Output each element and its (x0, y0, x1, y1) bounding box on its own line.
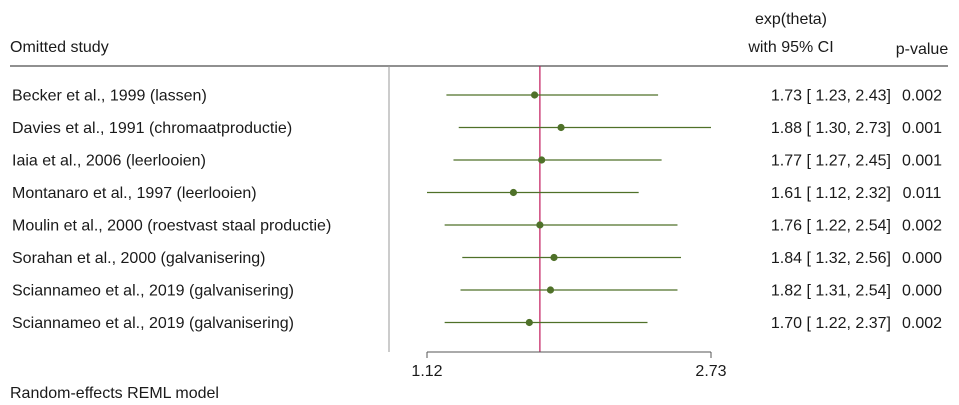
ci-text: 1.82 [ 1.31, 2.54] (771, 283, 891, 300)
header-effect-line1: exp(theta) (755, 11, 827, 28)
ci-text: 1.77 [ 1.27, 2.45] (771, 153, 891, 170)
study-label: Davies et al., 1991 (chromaatproductie) (12, 120, 292, 137)
estimate-point (550, 253, 558, 262)
ci-text: 1.61 [ 1.12, 2.32] (771, 185, 891, 202)
ci-text: 1.88 [ 1.30, 2.73] (771, 120, 891, 137)
ci-text: 1.76 [ 1.22, 2.54] (771, 218, 891, 235)
study-label: Sorahan et al., 2000 (galvanisering) (12, 250, 266, 267)
estimate-point (525, 318, 533, 327)
estimate-point (538, 156, 546, 164)
p-value: 0.001 (902, 120, 942, 137)
study-row: Sciannameo et al., 2019 (galvanisering) 1… (12, 283, 942, 300)
study-label: Montanaro et al., 1997 (leerlooien) (12, 185, 257, 202)
study-row: Montanaro et al., 1997 (leerlooien) 1.61 … (12, 185, 942, 202)
header-p-value: p-value (896, 41, 949, 58)
study-row: Sciannameo et al., 2019 (galvanisering) 1… (12, 315, 942, 332)
p-value: 0.002 (902, 88, 942, 105)
model-footnote: Random-effects REML model (10, 385, 219, 402)
study-row: Moulin et al., 2000 (roestvast staal pro… (12, 218, 942, 235)
study-label: Iaia et al., 2006 (leerlooien) (12, 153, 206, 170)
p-value: 0.000 (902, 283, 942, 300)
p-value: 0.000 (902, 250, 942, 267)
study-row: Davies et al., 1991 (chromaatproductie) 1… (12, 120, 942, 137)
header-effect-line2: with 95% CI (747, 39, 833, 56)
p-value: 0.001 (902, 153, 942, 170)
study-row: Becker et al., 1999 (lassen) 1.73 [ 1.23,… (12, 88, 942, 105)
estimate-point (546, 286, 555, 294)
p-value: 0.002 (902, 315, 942, 332)
estimate-point (531, 91, 539, 99)
estimate-point (509, 188, 518, 197)
x-axis: 1.12 2.73 (411, 351, 727, 380)
ci-text: 1.73 [ 1.23, 2.43] (771, 88, 891, 105)
ci-text: 1.70 [ 1.22, 2.37] (771, 315, 891, 332)
study-rows: Becker et al., 1999 (lassen) 1.73 [ 1.23,… (12, 88, 942, 333)
study-row: Iaia et al., 2006 (leerlooien) 1.77 [ 1.2… (12, 153, 942, 170)
study-label: Sciannameo et al., 2019 (galvanisering) (12, 315, 294, 332)
ci-text: 1.84 [ 1.32, 2.56] (771, 250, 891, 267)
estimate-point (536, 221, 544, 229)
study-label: Moulin et al., 2000 (roestvast staal pro… (12, 218, 331, 235)
study-row: Sorahan et al., 2000 (galvanisering) 1.84… (12, 250, 942, 267)
study-label: Sciannameo et al., 2019 (galvanisering) (12, 283, 294, 300)
estimate-point (557, 123, 565, 132)
p-value: 0.002 (902, 218, 942, 235)
study-label: Becker et al., 1999 (lassen) (12, 88, 207, 105)
x-tick-label: 1.12 (411, 363, 442, 380)
x-tick-label: 2.73 (695, 363, 726, 380)
header-omitted-study: Omitted study (10, 39, 109, 56)
p-value: 0.011 (903, 185, 942, 202)
